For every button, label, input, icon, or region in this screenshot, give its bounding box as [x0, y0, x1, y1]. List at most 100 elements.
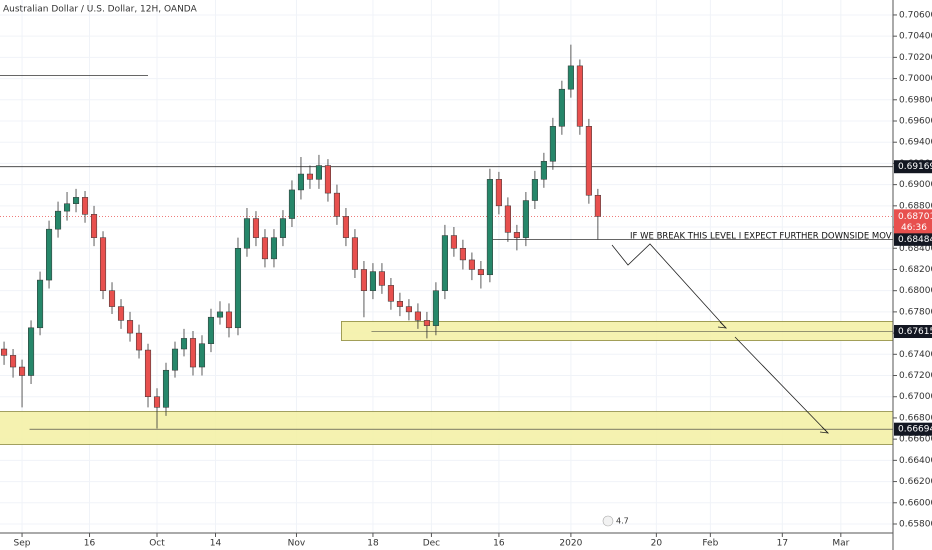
x-tick-label: Feb: [702, 539, 718, 549]
annotation: IF WE BREAK THIS LEVEL I EXPECT FURTHER …: [630, 232, 922, 242]
price-label: 0.66694: [898, 425, 932, 435]
last-price-box: [894, 209, 932, 234]
candle-body: [63, 203, 71, 212]
last-price-label: 0.68701: [898, 212, 932, 222]
candle-body: [360, 269, 367, 291]
candle-body: [45, 228, 53, 281]
arrow-head: [819, 426, 830, 434]
candle-body: [423, 320, 430, 326]
candle-body: [36, 279, 44, 329]
x-tick-label: 2020: [559, 539, 582, 549]
candle-body: [576, 65, 583, 127]
candle-body: [531, 179, 538, 201]
projection-arrow: [611, 243, 727, 329]
chart-title: Australian Dollar / U.S. Dollar, 12H, OA…: [3, 5, 198, 15]
candle-body: [405, 306, 412, 313]
candle-body: [81, 197, 89, 215]
x-tick-label: 20: [651, 539, 663, 549]
candle-body: [153, 396, 161, 408]
candle-body: [189, 338, 197, 368]
candle-body: [180, 338, 188, 350]
candle-body: [117, 306, 125, 321]
x-tick-label: 14: [210, 539, 222, 549]
y-tick-label: 0.70600: [899, 10, 932, 20]
candle-body: [171, 348, 179, 371]
price-label: 0.67615: [898, 327, 932, 337]
price-label: 0.68484: [898, 235, 932, 245]
x-tick-label: Oct: [149, 539, 165, 549]
candle-body: [414, 311, 421, 321]
badge-icon: [602, 515, 614, 527]
price-axis: [893, 0, 932, 550]
candle-body: [513, 232, 520, 238]
candle-body: [234, 248, 242, 329]
candle-body: [216, 311, 224, 318]
candle-body: [459, 248, 466, 261]
x-tick-label: 16: [493, 539, 505, 549]
x-tick-label: Dec: [423, 539, 440, 549]
candle-body: [207, 316, 215, 344]
candle-body: [594, 194, 601, 217]
candle-body: [28, 327, 35, 376]
price-label-box: [894, 325, 932, 339]
candle-body: [369, 271, 376, 291]
candle-body: [324, 165, 331, 194]
x-tick-label: 17: [777, 539, 788, 549]
candle-body: [486, 179, 493, 276]
candle-body: [450, 235, 457, 249]
candle-body: [333, 192, 340, 217]
candle-body: [477, 269, 484, 276]
price-label: 0.69169: [898, 162, 932, 172]
candle-body: [162, 369, 170, 408]
candle-body: [1, 348, 8, 356]
candle-body: [567, 65, 574, 90]
candle-body: [504, 205, 511, 233]
candle-body: [585, 126, 592, 196]
candle-body: [315, 165, 322, 180]
candle-body: [10, 355, 17, 368]
candle-body: [432, 290, 439, 326]
badge: 4.7: [616, 517, 629, 526]
candle-body: [126, 320, 134, 334]
candle-body: [495, 179, 502, 207]
candle-body: [54, 210, 62, 230]
projection-arrow: [734, 336, 829, 434]
price-label-box: [894, 160, 932, 174]
zone: [0, 411, 894, 445]
candle-body: [540, 161, 547, 180]
candle-body: [72, 197, 80, 204]
candle-body: [279, 218, 287, 238]
x-tick-label: 16: [84, 539, 96, 549]
candle-body: [288, 189, 296, 219]
price-label-box: [894, 232, 932, 246]
candle-body: [198, 343, 206, 368]
candle-body: [243, 218, 251, 249]
candle-body: [252, 218, 260, 238]
x-tick-label: Sep: [14, 539, 31, 549]
candle-body: [19, 366, 26, 376]
candle-body: [135, 332, 143, 351]
candle-body: [396, 301, 403, 307]
candle-body: [558, 88, 565, 127]
countdown: 46:36: [901, 223, 927, 233]
candle-body: [342, 216, 349, 238]
x-tick-label: Nov: [288, 539, 306, 549]
candle-body: [297, 173, 305, 191]
candle-body: [351, 237, 358, 270]
